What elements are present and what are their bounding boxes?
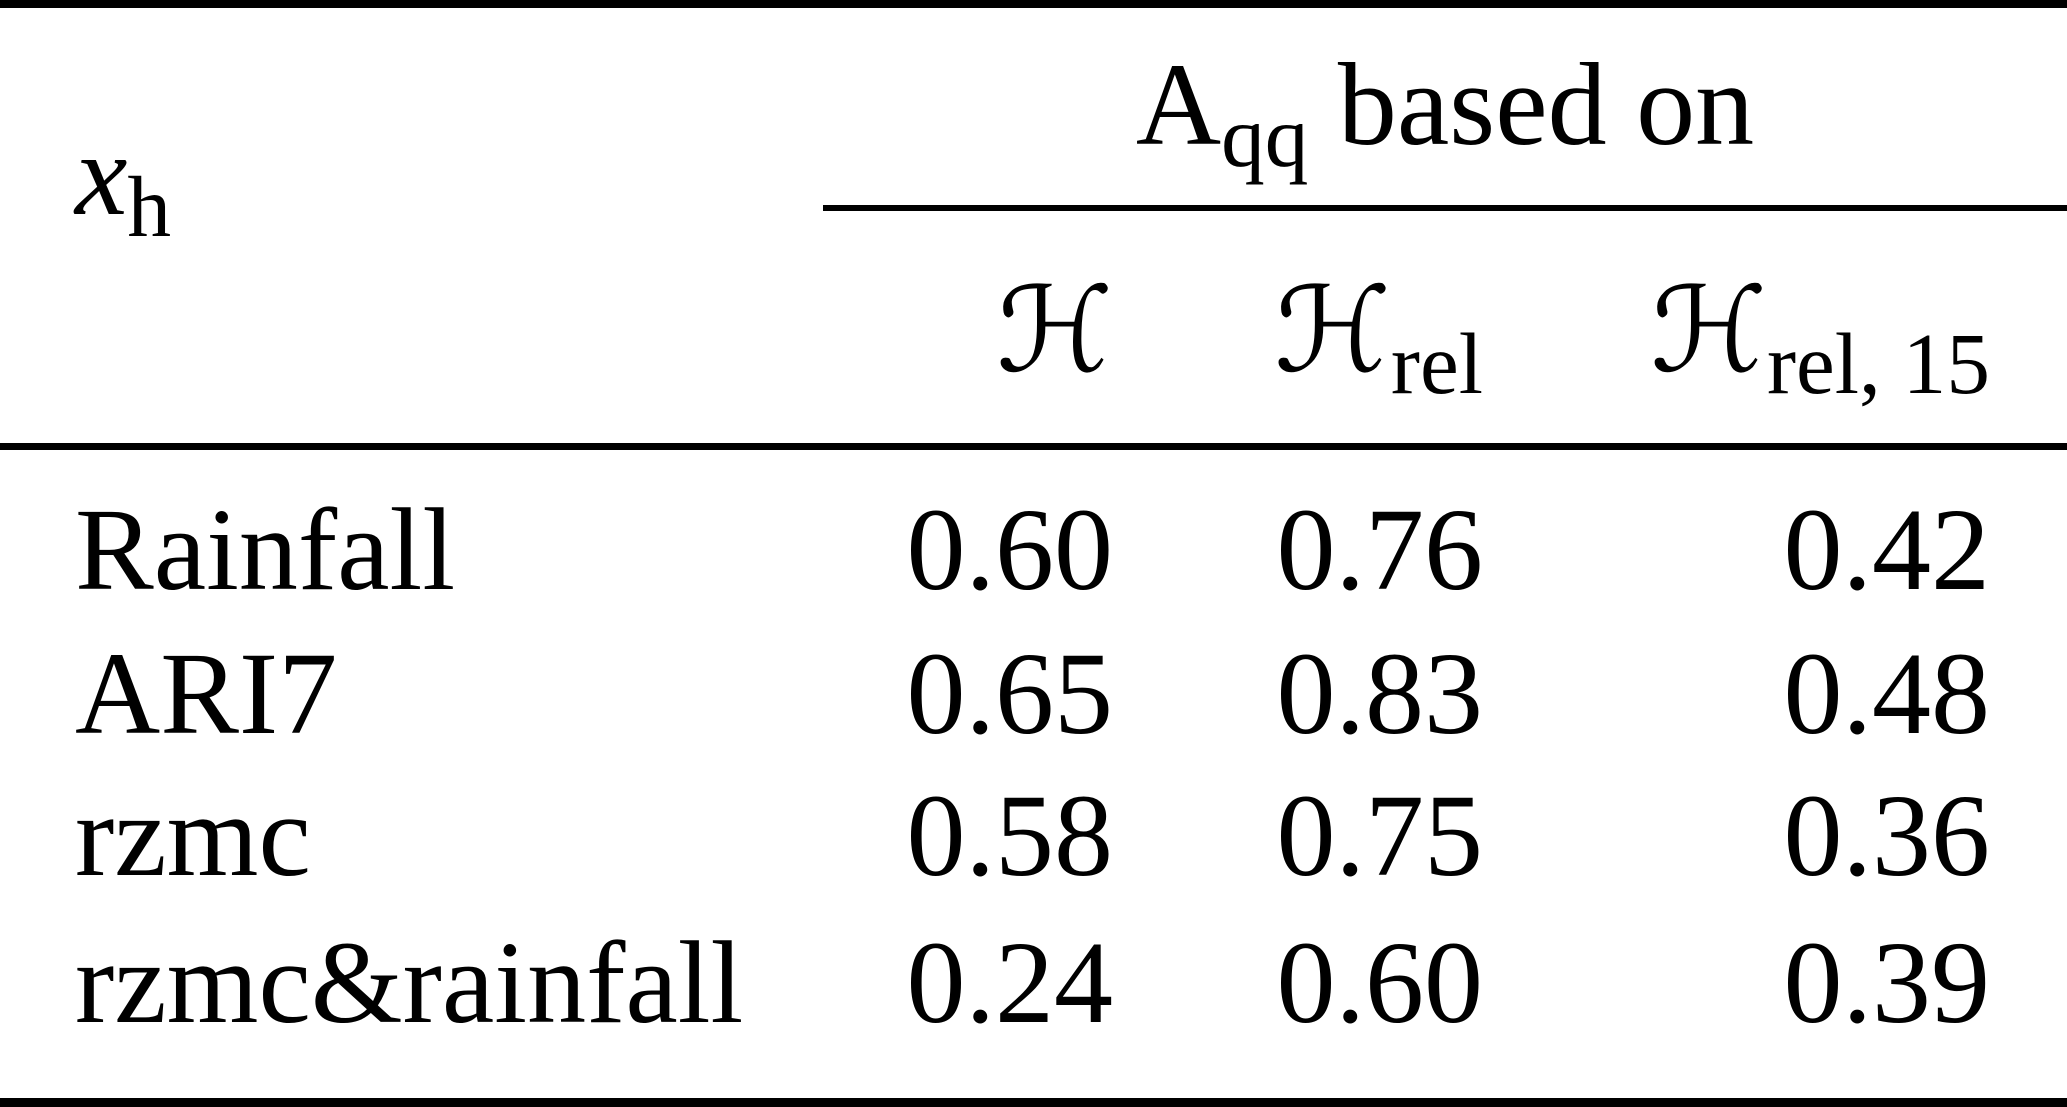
column-header-subscript: rel <box>1390 314 1483 412</box>
column-header-H: ℋ <box>996 271 1113 407</box>
cell-value: 0.24 <box>906 917 1114 1048</box>
script-H-symbol: ℋ <box>1650 261 1767 399</box>
cell-value: 0.58 <box>906 770 1114 901</box>
column-group-header: Aqq based on <box>823 46 2067 180</box>
cell-value: 0.83 <box>1276 628 1484 759</box>
column-header-H-rel: ℋrel <box>1274 271 1483 407</box>
script-H-symbol: ℋ <box>1274 261 1391 399</box>
table-top-rule <box>0 0 2067 8</box>
cell-value: 0.39 <box>1783 917 1991 1048</box>
column-group-subscript: qq <box>1221 87 1309 185</box>
cell-value: 0.60 <box>906 484 1114 615</box>
corner-header-subscript: h <box>127 157 172 255</box>
cell-value: 0.75 <box>1276 770 1484 901</box>
row-label: Rainfall <box>75 484 456 615</box>
cell-value: 0.36 <box>1783 770 1991 901</box>
corner-header: xh <box>75 116 171 250</box>
column-header-H-rel-15: ℋrel, 15 <box>1650 271 1990 407</box>
column-group-suffix: based on <box>1337 39 1755 170</box>
cell-value: 0.42 <box>1783 484 1991 615</box>
corner-header-symbol: x <box>75 109 128 240</box>
column-group-rule <box>823 205 2067 211</box>
script-H-symbol: ℋ <box>996 261 1113 399</box>
row-label: rzmc <box>75 770 311 901</box>
cell-value: 0.76 <box>1276 484 1484 615</box>
header-body-rule <box>0 443 2067 450</box>
row-label: ARI7 <box>75 628 338 759</box>
cell-value: 0.60 <box>1276 917 1484 1048</box>
column-group-symbol: A <box>1135 39 1222 170</box>
row-label: rzmc&rainfall <box>75 917 744 1048</box>
table-bottom-rule <box>0 1098 2067 1107</box>
cell-value: 0.48 <box>1783 628 1991 759</box>
cell-value: 0.65 <box>906 628 1114 759</box>
column-header-subscript: rel, 15 <box>1766 314 1990 412</box>
